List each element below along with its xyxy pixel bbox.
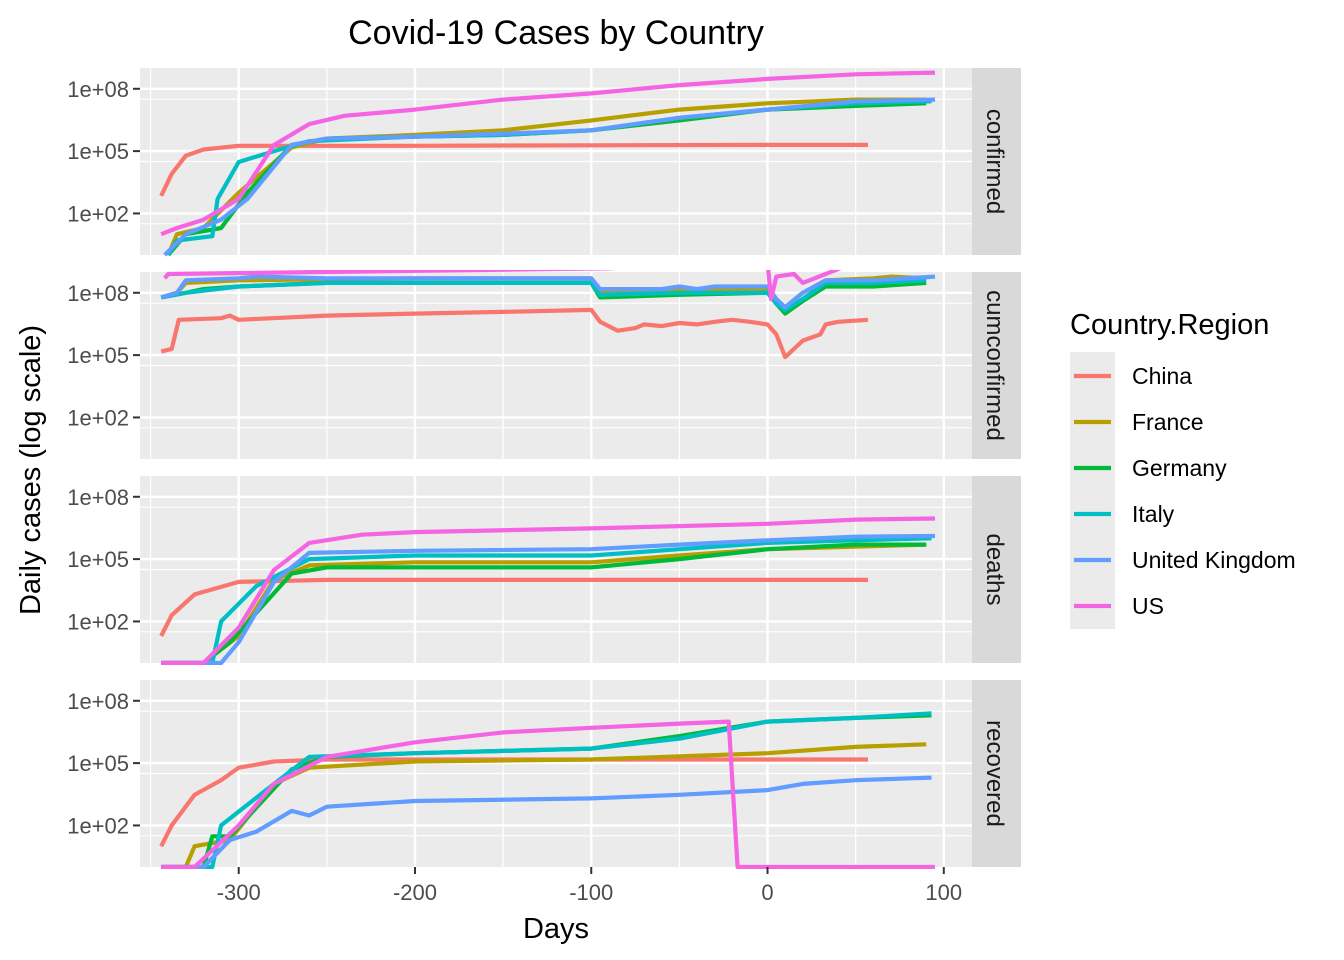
x-axis-label: Days — [523, 913, 589, 945]
legend-item-italy: Italy — [1074, 501, 1175, 527]
series-line-italy — [161, 711, 932, 869]
series-line-china — [160, 307, 869, 360]
legend-title: Country.Region — [1070, 309, 1269, 341]
y-tick-label: 1e+08 — [67, 485, 129, 510]
y-tick-label: 1e+08 — [67, 689, 129, 714]
series-lines — [159, 516, 936, 665]
facet-strip — [972, 476, 1021, 663]
panel-grid — [140, 68, 972, 255]
legend-item-united-kingdom: United Kingdom — [1074, 547, 1296, 573]
y-tick-label: 1e+05 — [67, 139, 129, 164]
x-tick-label: -200 — [393, 880, 437, 905]
x-tick-label: 100 — [925, 880, 962, 905]
facet-strip-label: confirmed — [981, 109, 1008, 214]
legend-label: Italy — [1132, 501, 1175, 527]
series-line-germany — [161, 542, 927, 665]
series-line-united-kingdom — [163, 97, 936, 257]
legend-item-us: US — [1074, 593, 1164, 619]
series-lines — [160, 270, 936, 360]
x-tick-label: 0 — [761, 880, 773, 905]
chart-title: Covid-19 Cases by Country — [348, 14, 764, 52]
y-tick-label: 1e+08 — [67, 77, 129, 102]
y-tick-label: 1e+02 — [67, 405, 129, 430]
panel-grid — [140, 272, 972, 459]
series-line-italy — [160, 278, 927, 312]
y-tick-label: 1e+05 — [67, 343, 129, 368]
y-tick-label: 1e+05 — [67, 547, 129, 572]
series-line-united-kingdom — [160, 274, 936, 310]
series-line-united-kingdom — [161, 533, 936, 665]
legend-label: US — [1132, 593, 1164, 619]
series-line-italy — [161, 536, 932, 665]
facet-strip-label: cumconfirmed — [981, 290, 1008, 441]
facet-confirmed: 1e+02 1e+05 1e+08 confirmed — [67, 68, 1021, 257]
y-axis-label: Daily cases (log scale) — [15, 325, 47, 615]
y-axis: 1e+02 1e+05 1e+08 — [67, 77, 140, 226]
series-line-china — [159, 142, 868, 197]
series-line-us — [161, 516, 936, 665]
y-tick-label: 1e+05 — [67, 751, 129, 776]
legend-label: France — [1132, 409, 1204, 435]
x-tick-label: -300 — [217, 880, 261, 905]
y-tick-label: 1e+02 — [67, 609, 129, 634]
facet-deaths: 1e+02 1e+05 1e+08 deaths — [67, 476, 1021, 665]
facet-strip — [972, 272, 1021, 459]
series-lines — [159, 711, 935, 869]
y-tick-label: 1e+08 — [67, 281, 129, 306]
legend-item-china: China — [1074, 363, 1192, 389]
legend-label: United Kingdom — [1132, 547, 1296, 573]
series-lines — [159, 70, 936, 257]
y-tick-label: 1e+02 — [67, 813, 129, 838]
legend-label: Germany — [1132, 455, 1227, 481]
facet-cumconfirmed: 1e+02 1e+05 1e+08 cumconfirmed — [67, 270, 1021, 459]
legend-item-germany: Germany — [1074, 455, 1227, 481]
facet-panels: 1e+02 1e+05 1e+08 confirmed 1e+02 1e+05 1e+08 c… — [67, 68, 1021, 869]
series-line-us — [161, 719, 935, 869]
legend-label: China — [1132, 363, 1192, 389]
legend: Country.Region China France Germany Italy Un… — [1070, 309, 1296, 629]
facet-strip — [972, 680, 1021, 867]
facet-strip-label: deaths — [981, 533, 1008, 605]
legend-key-background — [1070, 352, 1115, 629]
series-line-us — [160, 70, 936, 237]
legend-items: China France Germany Italy United Kingdom US — [1074, 363, 1296, 619]
y-axis: 1e+02 1e+05 1e+08 — [67, 689, 140, 838]
y-axis: 1e+02 1e+05 1e+08 — [67, 485, 140, 634]
y-axis: 1e+02 1e+05 1e+08 — [67, 281, 140, 430]
x-axis: -300 -200 -100 0 100 — [217, 867, 962, 905]
series-line-us — [163, 270, 842, 302]
facet-strip-label: recovered — [981, 720, 1008, 827]
series-line-china — [159, 577, 868, 637]
legend-item-france: France — [1074, 409, 1204, 435]
y-tick-label: 1e+02 — [67, 201, 129, 226]
facet-recovered: 1e+02 1e+05 1e+08 recovered — [67, 680, 1021, 869]
series-line-united-kingdom — [161, 775, 932, 869]
facet-strip — [972, 68, 1021, 255]
x-tick-label: -100 — [569, 880, 613, 905]
